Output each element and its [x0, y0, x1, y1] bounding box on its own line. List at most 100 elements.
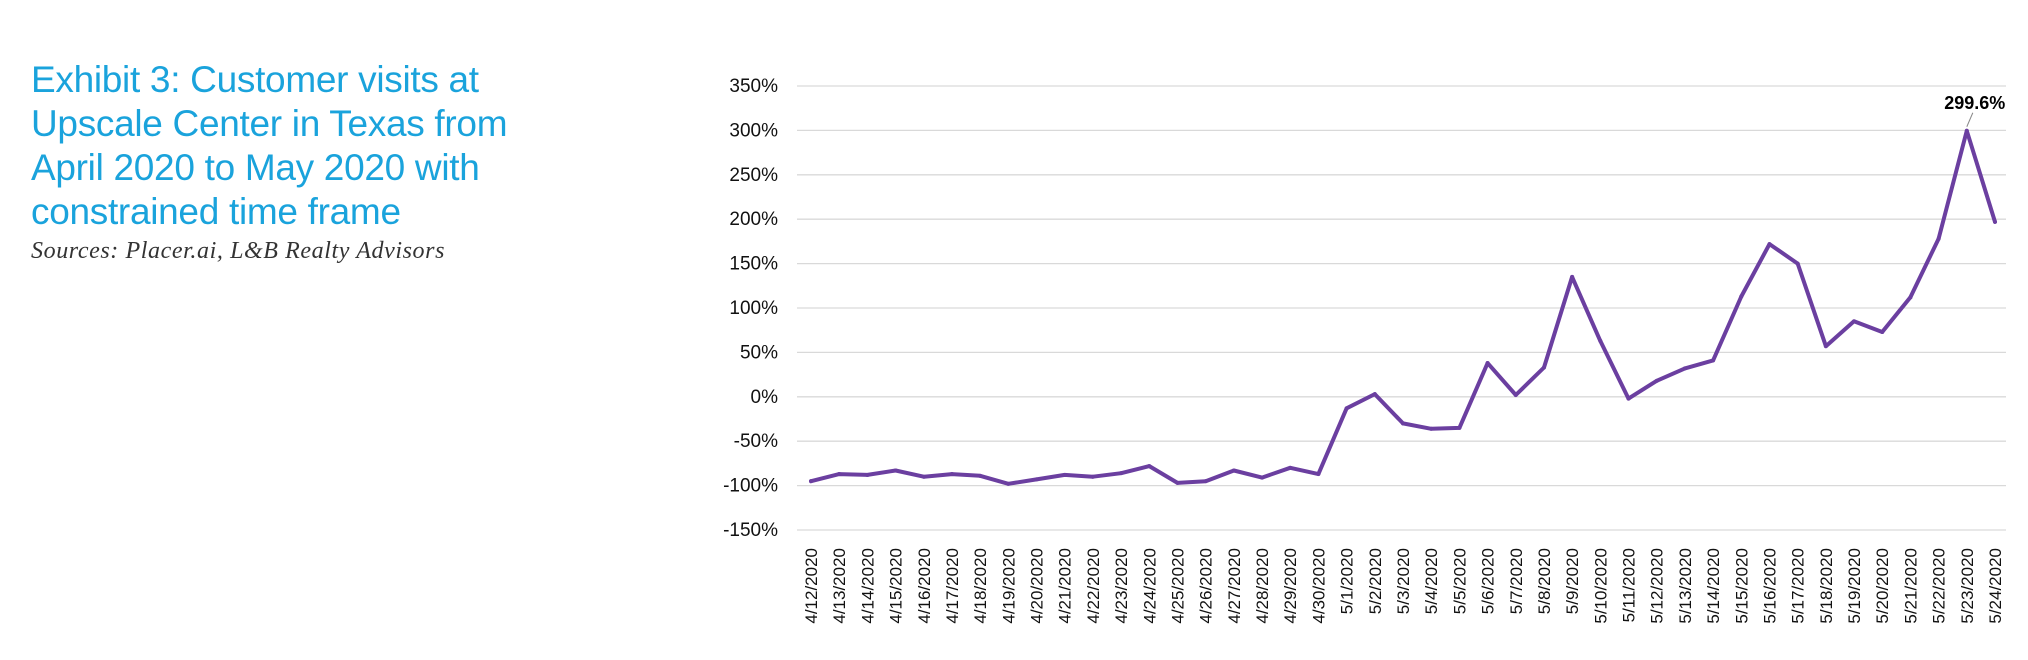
series-line [809, 128, 1997, 486]
data-point [1372, 392, 1377, 397]
data-point [1739, 294, 1744, 299]
x-tick-label: 5/16/2020 [1760, 548, 1779, 624]
x-tick-label: 5/9/2020 [1563, 548, 1582, 614]
x-tick-label: 5/13/2020 [1676, 548, 1695, 624]
x-tick-label: 5/3/2020 [1394, 548, 1413, 614]
x-tick-label: 4/13/2020 [830, 548, 849, 624]
data-point [1823, 344, 1828, 349]
data-point [1344, 406, 1349, 411]
annotation-leader [1966, 112, 1974, 127]
data-point [1682, 366, 1687, 371]
x-tick-label: 5/1/2020 [1338, 548, 1357, 614]
gridlines [797, 85, 2006, 531]
x-tick-label: 4/20/2020 [1028, 548, 1047, 624]
x-tick-label: 5/8/2020 [1535, 548, 1554, 614]
y-tick-label: 150% [729, 254, 778, 275]
y-tick-label: -150% [723, 520, 778, 541]
x-tick-label: 5/14/2020 [1704, 548, 1723, 624]
data-point [1401, 421, 1405, 426]
data-point [949, 472, 954, 477]
x-tick-label: 5/20/2020 [1873, 548, 1892, 624]
data-point [837, 472, 842, 477]
x-tick-label: 5/24/2020 [1986, 548, 2005, 624]
data-label: 299.6% [1944, 93, 2005, 113]
data-point [978, 473, 983, 478]
data-point [1936, 236, 1941, 241]
data-point [893, 468, 898, 473]
data-point [1457, 425, 1462, 430]
data-point [1795, 261, 1800, 266]
x-tick-label: 5/17/2020 [1789, 548, 1808, 624]
y-tick-label: -50% [734, 431, 778, 452]
y-tick-label: 200% [729, 209, 778, 230]
x-tick-label: 5/2/2020 [1366, 548, 1385, 614]
x-tick-label: 5/21/2020 [1901, 548, 1920, 624]
y-tick-label: 50% [740, 342, 778, 363]
x-tick-label: 5/10/2020 [1591, 548, 1610, 624]
x-tick-label: 4/22/2020 [1084, 548, 1103, 624]
x-tick-label: 5/18/2020 [1817, 548, 1836, 624]
x-tick-label: 5/5/2020 [1450, 548, 1469, 614]
y-tick-label: 100% [729, 298, 778, 319]
data-point [1175, 480, 1180, 485]
data-point [1598, 338, 1603, 343]
x-tick-label: 4/27/2020 [1225, 548, 1244, 624]
y-tick-label: 250% [729, 165, 778, 186]
data-point [1626, 396, 1631, 401]
data-point [1288, 465, 1293, 470]
chart-title-line: constrained time frame [31, 191, 401, 232]
data-point [1034, 477, 1039, 482]
x-tick-label: 5/15/2020 [1732, 548, 1751, 624]
x-tick-label: 4/21/2020 [1056, 548, 1075, 624]
x-tick-label: 4/12/2020 [802, 548, 821, 624]
x-tick-label: 5/7/2020 [1507, 548, 1526, 614]
data-point [865, 472, 870, 477]
x-tick-label: 4/25/2020 [1168, 548, 1187, 624]
chart-title-line: April 2020 to May 2020 with [31, 147, 480, 188]
x-tick-label: 4/14/2020 [858, 548, 877, 624]
x-tick-label: 5/4/2020 [1422, 548, 1441, 614]
data-point [1541, 365, 1546, 370]
y-axis-ticks: 350% 300% 250% 200% 150% 100% 50% 0% -50% -100% -1… [723, 76, 778, 541]
x-tick-label: 4/16/2020 [915, 548, 934, 624]
y-tick-label: 350% [729, 76, 778, 97]
data-point [1880, 329, 1885, 334]
data-point [1964, 128, 1969, 133]
data-point [1570, 274, 1575, 279]
annotations: 299.6% [1944, 93, 2005, 127]
x-axis-ticks: 4/12/2020 4/13/2020 4/14/2020 4/15/2020 4/16… [802, 548, 2005, 624]
data-point [1062, 472, 1067, 477]
x-tick-label: 5/6/2020 [1479, 548, 1498, 614]
data-point [1203, 479, 1208, 484]
chart-title: Exhibit 3: Customer visits at Upscale Ce… [31, 58, 591, 234]
data-point [1908, 295, 1913, 300]
data-point [1231, 468, 1236, 473]
x-tick-label: 4/18/2020 [971, 548, 990, 624]
x-tick-label: 4/26/2020 [1197, 548, 1216, 624]
x-tick-label: 5/22/2020 [1930, 548, 1949, 624]
data-point [1119, 471, 1124, 476]
data-point [1993, 219, 1997, 224]
data-point [1767, 242, 1772, 247]
x-tick-label: 4/19/2020 [999, 548, 1018, 624]
x-tick-label: 5/23/2020 [1958, 548, 1977, 624]
data-point [1006, 481, 1011, 486]
x-tick-label: 5/12/2020 [1648, 548, 1667, 624]
y-tick-label: 300% [729, 120, 778, 141]
data-point [1260, 475, 1265, 480]
x-tick-label: 4/23/2020 [1112, 548, 1131, 624]
x-tick-label: 4/29/2020 [1281, 548, 1300, 624]
data-point [1429, 426, 1434, 431]
data-point [921, 474, 926, 479]
title-block: Exhibit 3: Customer visits at Upscale Ce… [31, 58, 591, 265]
x-tick-label: 4/30/2020 [1309, 548, 1328, 624]
x-tick-label: 4/28/2020 [1253, 548, 1272, 624]
data-point [1513, 393, 1518, 398]
y-tick-label: 0% [751, 387, 779, 408]
data-point [1852, 319, 1857, 324]
y-tick-label: -100% [723, 476, 778, 497]
data-point [1316, 472, 1321, 477]
x-tick-label: 5/19/2020 [1845, 548, 1864, 624]
x-tick-label: 5/11/2020 [1620, 548, 1639, 622]
